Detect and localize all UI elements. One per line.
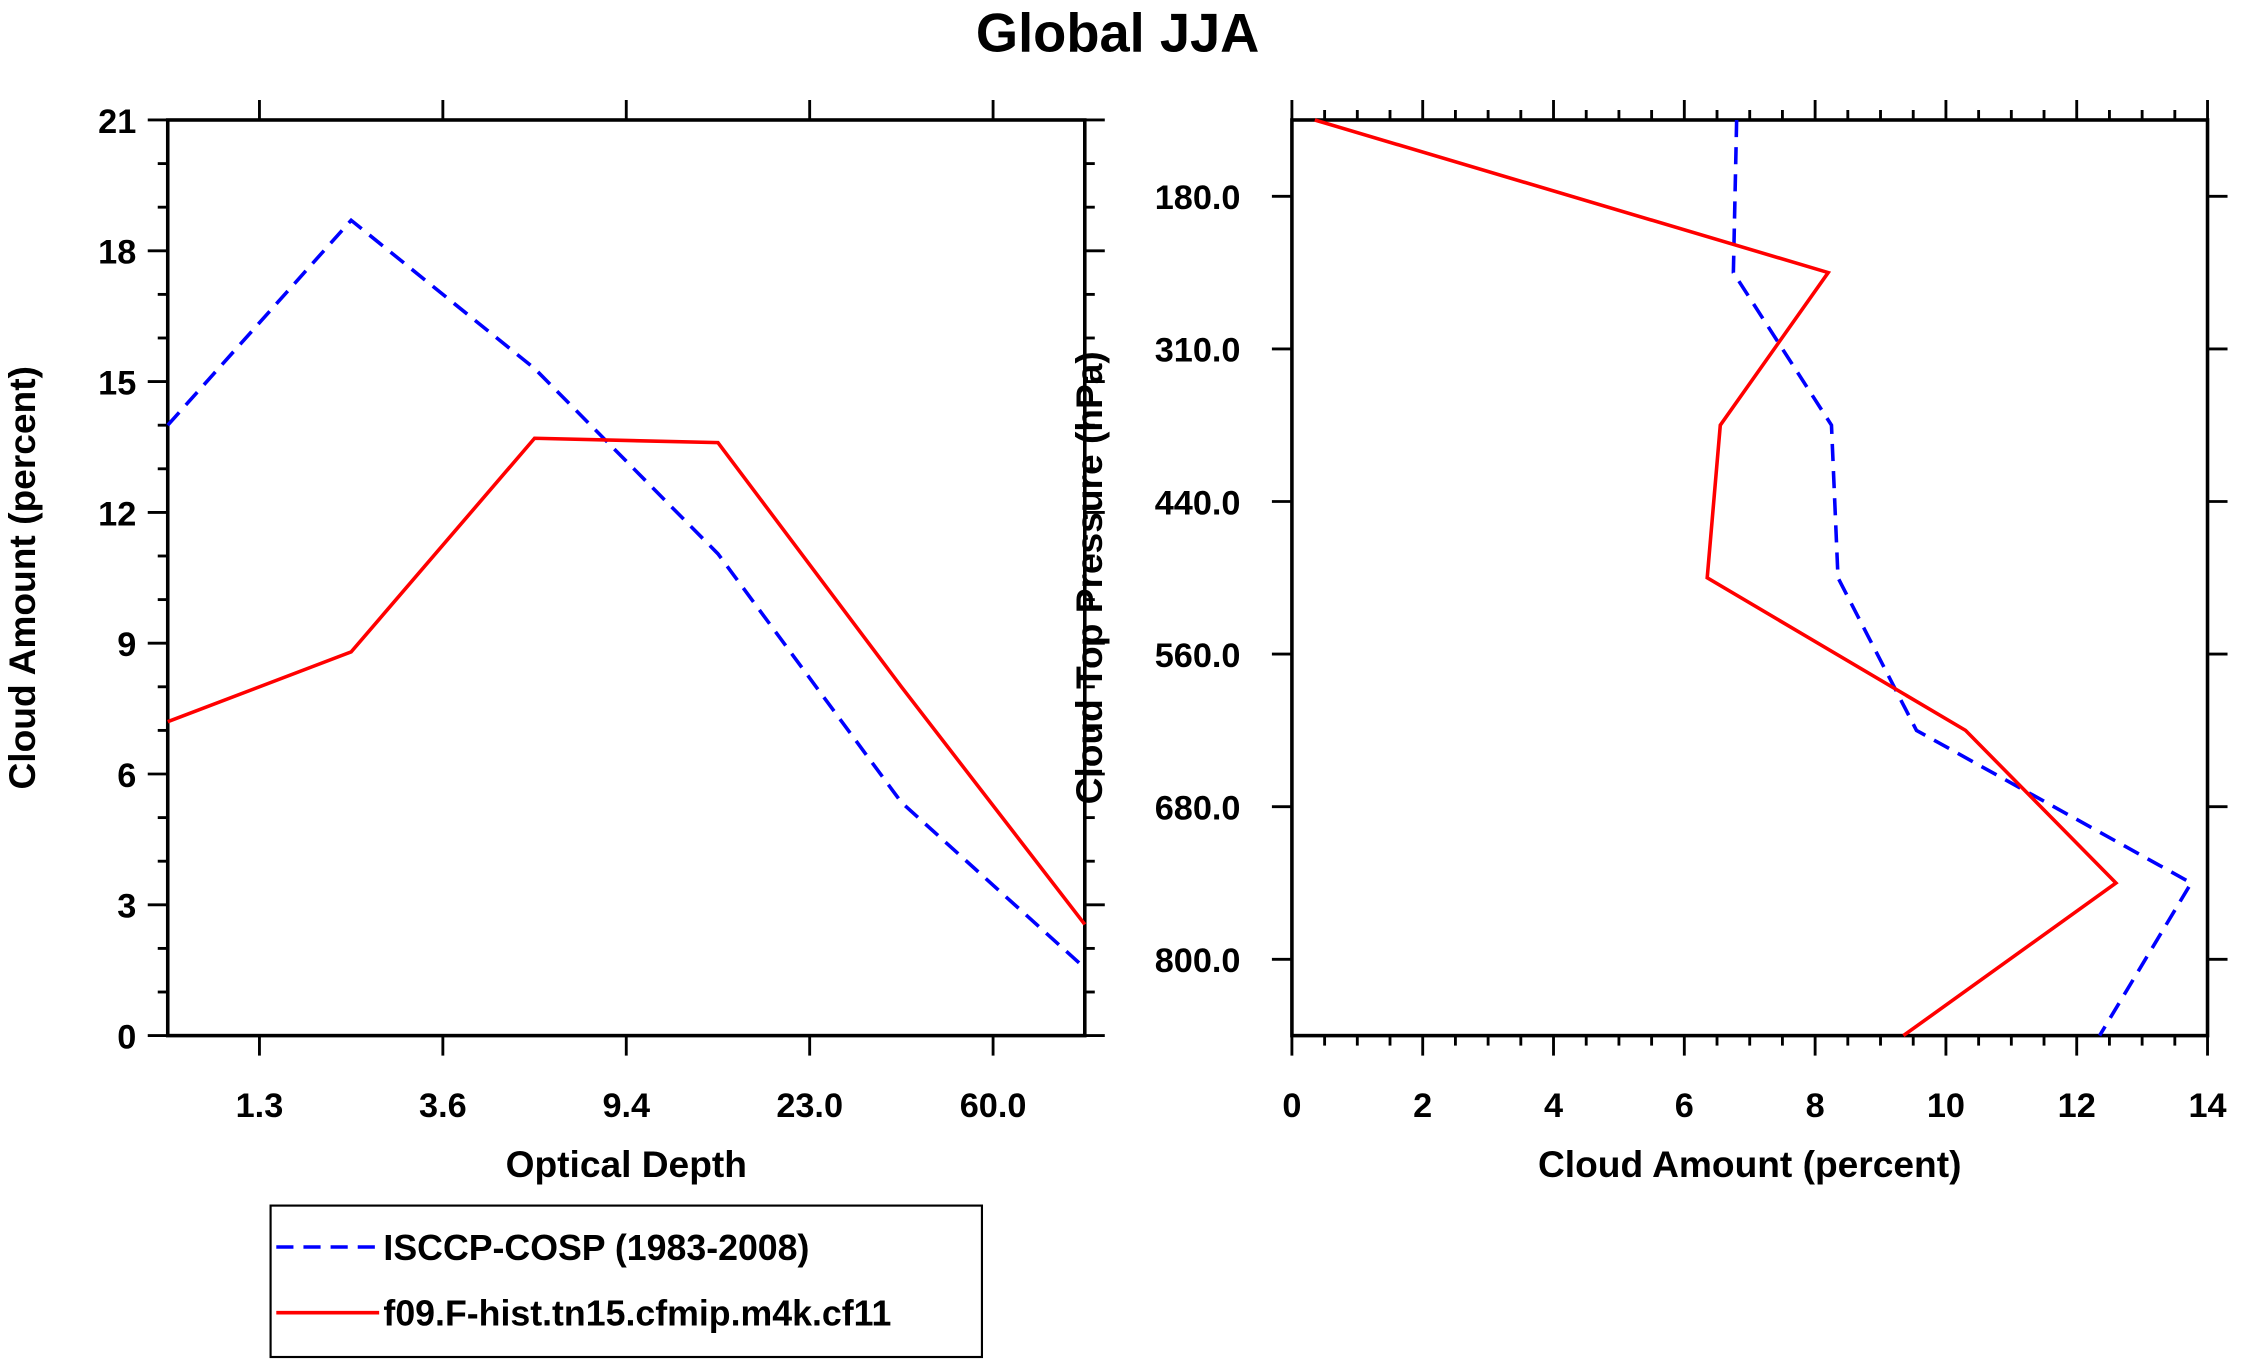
x-tick-label: 3.6 bbox=[419, 1087, 467, 1125]
y-tick-label: 0 bbox=[117, 1018, 136, 1056]
legend-label-obs: ISCCP-COSP (1983-2008) bbox=[383, 1228, 809, 1268]
y-tick-label: 18 bbox=[98, 234, 136, 272]
y-tick-label: 310.0 bbox=[1155, 332, 1241, 370]
y-tick-label: 12 bbox=[98, 495, 136, 533]
x-tick-label: 60.0 bbox=[960, 1087, 1027, 1125]
y-tick-label: 21 bbox=[98, 103, 136, 141]
x-tick-label: 2 bbox=[1413, 1087, 1432, 1125]
y-tick-label: 6 bbox=[117, 757, 136, 795]
x-tick-label: 9.4 bbox=[602, 1087, 650, 1125]
plot-frame bbox=[165, 118, 1087, 1038]
y-axis-title: Cloud Top Pressure (hPa) bbox=[1068, 351, 1110, 804]
legend: ISCCP-COSP (1983-2008) f09.F-hist.tn15.c… bbox=[269, 1204, 984, 1359]
series-line-obs bbox=[166, 217, 1086, 970]
y-tick-label: 680.0 bbox=[1155, 790, 1241, 828]
plot-frame bbox=[1290, 118, 2210, 1038]
y-tick-label: 180.0 bbox=[1155, 179, 1241, 217]
y-tick-label: 440.0 bbox=[1155, 484, 1241, 522]
x-axis-title: Optical Depth bbox=[506, 1143, 747, 1185]
x-tick-label: 1.3 bbox=[236, 1087, 284, 1125]
legend-label-model: f09.F-hist.tn15.cfmip.m4k.cf11 bbox=[383, 1294, 891, 1334]
right-plot-pressure: 0 2 4 6 8 10 12 14 180.0 310.0 440.0 560.0 680.0 800.… bbox=[1068, 99, 2228, 1185]
series-line-model bbox=[167, 436, 1087, 926]
x-axis-title: Cloud Amount (percent) bbox=[1538, 1143, 1961, 1185]
chart-title: Global JJA bbox=[976, 2, 1259, 63]
x-tick-label: 23.0 bbox=[776, 1087, 843, 1125]
series-line-model bbox=[1314, 118, 2119, 1038]
x-tick-label: 6 bbox=[1675, 1087, 1694, 1125]
x-tick-label: 4 bbox=[1544, 1087, 1563, 1125]
x-tick-label: 14 bbox=[2188, 1087, 2226, 1125]
y-axis-title: Cloud Amount (percent) bbox=[1, 366, 43, 789]
x-tick-label: 0 bbox=[1282, 1087, 1301, 1125]
x-tick-label: 12 bbox=[2058, 1087, 2096, 1125]
y-tick-label: 560.0 bbox=[1155, 637, 1241, 675]
series-line-obs bbox=[1731, 119, 2194, 1037]
x-tick-label: 8 bbox=[1806, 1087, 1825, 1125]
x-tick-label: 10 bbox=[1927, 1087, 1965, 1125]
y-tick-label: 800.0 bbox=[1155, 942, 1241, 980]
y-tick-label: 15 bbox=[98, 364, 136, 402]
y-tick-label: 9 bbox=[117, 626, 136, 664]
left-plot-optical-depth: 0 3 6 9 12 15 18 21 1.3 3.6 9.4 23.0 60.0 Optical Dep… bbox=[1, 99, 1105, 1185]
legend-box bbox=[269, 1204, 984, 1359]
y-tick-label: 3 bbox=[117, 888, 136, 926]
